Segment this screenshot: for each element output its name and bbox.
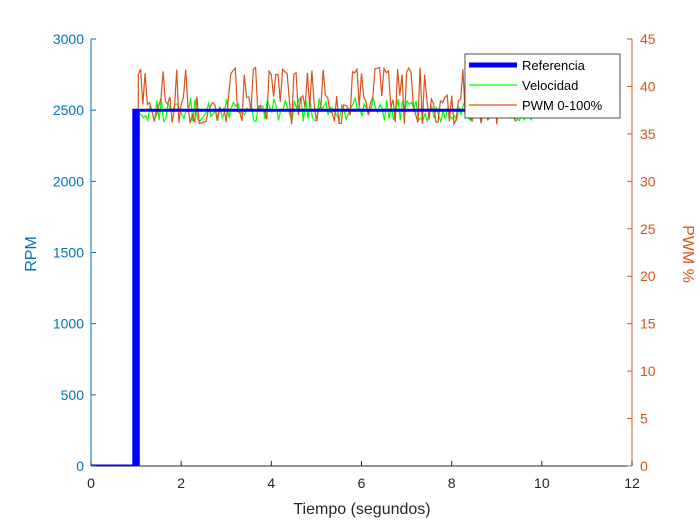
y-tick-label-right: 20 — [640, 268, 656, 284]
series-referencia-line — [91, 108, 547, 466]
x-tick-label: 10 — [534, 475, 550, 491]
x-axis-label: Tiempo (segundos) — [293, 501, 430, 518]
y-tick-label-left: 3000 — [53, 31, 84, 47]
y-tick-label-right: 15 — [640, 316, 656, 332]
y-tick-label-right: 45 — [640, 31, 656, 47]
y-tick-label-left: 1500 — [53, 245, 84, 261]
y-tick-label-right: 25 — [640, 221, 656, 237]
legend-label: PWM 0-100% — [522, 98, 603, 113]
y-tick-label-left: 0 — [76, 458, 84, 474]
y-tick-label-left: 500 — [61, 387, 85, 403]
axes: 0 2 4 6 8 10 120500100015002000250030000510152… — [53, 31, 656, 491]
y-tick-label-left: 2000 — [53, 173, 84, 189]
y-tick-label-right: 40 — [640, 78, 656, 94]
y-tick-label-right: 5 — [640, 411, 648, 427]
x-tick-label: 2 — [177, 475, 185, 491]
y-tick-label-left: 1000 — [53, 316, 84, 332]
x-tick-label: 12 — [624, 475, 640, 491]
y-axis-label-right: PWM % — [679, 225, 696, 283]
y-tick-label-right: 30 — [640, 173, 656, 189]
x-tick-label: 6 — [358, 475, 366, 491]
y-axis-label-left: RPM — [23, 236, 40, 272]
y-tick-label-right: 0 — [640, 458, 648, 474]
legend-label: Velocidad — [522, 78, 578, 93]
y-tick-label-right: 35 — [640, 126, 656, 142]
x-tick-label: 4 — [267, 475, 275, 491]
x-tick-label: 8 — [448, 475, 456, 491]
x-tick-label: 0 — [87, 475, 95, 491]
legend-label: Referencia — [522, 58, 586, 73]
legend: Referencia Velocidad PWM 0-100% — [464, 53, 621, 119]
y-tick-label-right: 10 — [640, 363, 656, 379]
y-tick-label-left: 2500 — [53, 102, 84, 118]
